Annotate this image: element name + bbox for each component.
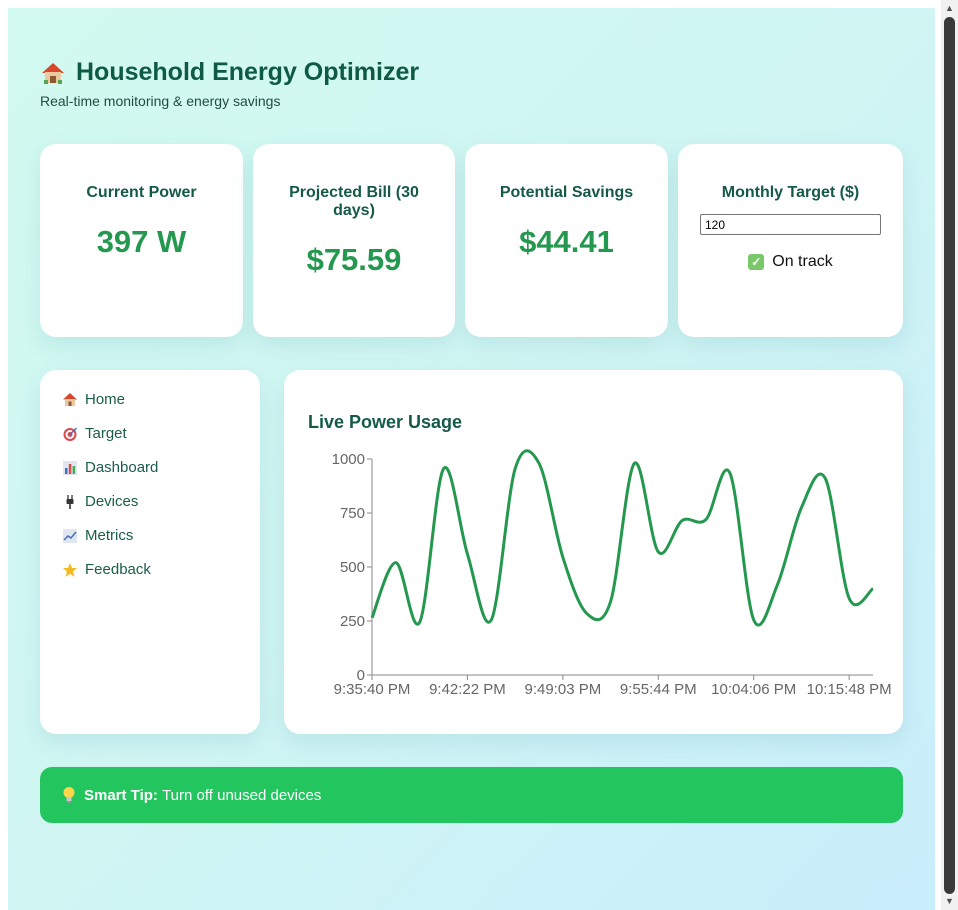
y-tick-label: 0 <box>357 667 365 684</box>
potential-savings-label: Potential Savings <box>499 184 634 201</box>
y-tick-label: 1000 <box>332 451 365 468</box>
line-chart-icon <box>63 528 77 543</box>
power-usage-line <box>370 449 874 627</box>
current-power-value: 397 W <box>96 224 187 259</box>
house-icon <box>42 62 64 84</box>
target-status: ✓ On track <box>678 253 903 271</box>
page-subtitle: Real-time monitoring & energy savings <box>40 93 281 109</box>
page-title-text: Household Energy Optimizer <box>76 58 420 86</box>
scroll-down-icon[interactable]: ▼ <box>945 896 954 906</box>
sidebar-item-dashboard[interactable]: Dashboard <box>62 459 158 476</box>
star-icon <box>63 562 77 577</box>
smart-tip-text: Turn off unused devices <box>162 786 322 804</box>
projected-bill-value: $75.59 <box>306 242 402 277</box>
smart-tip-label: Smart Tip: <box>84 786 158 804</box>
sidebar-item-metrics[interactable]: Metrics <box>62 527 133 544</box>
sidebar-item-label: Home <box>85 391 126 408</box>
x-tick-label: 10:15:48 PM <box>807 681 892 698</box>
potential-savings-card: Potential Savings $44.41 <box>465 144 668 337</box>
check-icon: ✓ <box>748 254 765 270</box>
sidebar-item-label: Feedback <box>85 561 151 578</box>
sidebar-item-label: Devices <box>85 493 139 510</box>
live-power-chart-card: Live Power Usage 0 250 500 750 1000 9:35:40 P… <box>284 370 903 734</box>
sidebar-item-label: Dashboard <box>85 459 159 476</box>
bar-chart-icon <box>63 460 77 475</box>
current-power-card: Current Power 397 W <box>40 144 243 337</box>
lightbulb-icon <box>63 787 75 803</box>
live-power-chart: 0 250 500 750 1000 9:35:40 PM 9:42:22 PM 9:49:0… <box>332 449 892 698</box>
page-title: Household Energy Optimizer <box>40 58 419 87</box>
sidebar-item-devices[interactable]: Devices <box>62 493 138 510</box>
sidebar-item-home[interactable]: Home <box>62 391 125 408</box>
projected-bill-card: Projected Bill (30 days) $75.59 <box>253 144 455 337</box>
chart-title: Live Power Usage <box>308 412 463 432</box>
current-power-label: Current Power <box>86 184 197 201</box>
projected-bill-label: Projected Bill (30 days) <box>289 184 419 219</box>
y-tick-label: 500 <box>340 559 365 576</box>
scrollbar-thumb[interactable] <box>944 17 955 894</box>
smart-tip-banner: Smart Tip: Turn off unused devices <box>40 767 903 823</box>
sidebar-item-feedback[interactable]: Feedback <box>62 561 151 578</box>
potential-savings-value: $44.41 <box>519 224 614 259</box>
scroll-up-icon[interactable]: ▲ <box>945 3 954 13</box>
x-tick-label: 9:55:44 PM <box>620 681 697 698</box>
monthly-target-input[interactable] <box>700 214 881 235</box>
y-tick-label: 250 <box>340 613 365 630</box>
monthly-target-label: Monthly Target ($) <box>721 184 860 201</box>
app-page: Household Energy Optimizer Real-time mon… <box>8 8 935 910</box>
sidebar-item-target[interactable]: Target <box>62 425 127 442</box>
y-tick-label: 750 <box>340 505 365 522</box>
x-tick-label: 10:04:06 PM <box>711 681 796 698</box>
x-tick-label: 9:42:22 PM <box>429 681 506 698</box>
target-icon <box>63 426 78 441</box>
vertical-scrollbar[interactable]: ▲ ▼ <box>941 0 958 910</box>
header: Household Energy Optimizer Real-time mon… <box>40 58 419 109</box>
plug-icon <box>66 494 74 509</box>
sidebar-nav: Home Target Dashboard <box>40 370 260 734</box>
sidebar-item-label: Metrics <box>85 527 134 544</box>
monthly-target-card: Monthly Target ($) ✓ On track <box>678 144 903 337</box>
x-tick-label: 9:35:40 PM <box>334 681 411 698</box>
house-icon <box>63 392 77 406</box>
sidebar-item-label: Target <box>85 425 127 442</box>
target-status-text: On track <box>772 253 833 270</box>
x-tick-label: 9:49:03 PM <box>524 681 601 698</box>
